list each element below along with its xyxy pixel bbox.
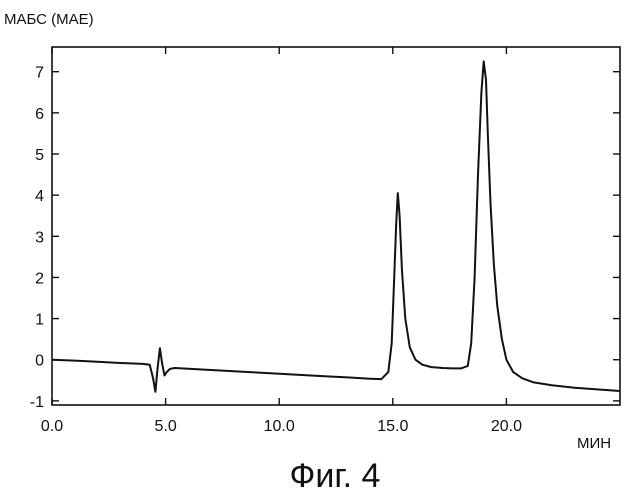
x-tick-label: 5.0: [154, 418, 176, 435]
y-axis-title: МАБС (МАЕ): [4, 11, 94, 28]
y-tick-label: 6: [35, 106, 44, 123]
y-tick-label: 7: [35, 65, 44, 82]
x-tick-label: 20.0: [491, 418, 522, 435]
y-axis: -1 0 1 2 3 4 5 6 7: [30, 65, 620, 411]
figure-caption: Фиг. 4: [290, 457, 381, 495]
y-tick-label: 1: [35, 312, 44, 329]
y-tick-label: 3: [35, 229, 44, 246]
y-tick-label: 5: [35, 147, 44, 164]
plot-area-frame: [52, 47, 620, 405]
chromatogram-trace: [52, 61, 620, 391]
x-tick-label: 0.0: [41, 418, 63, 435]
y-tick-label: 2: [35, 270, 44, 287]
y-tick-label: -1: [30, 394, 44, 411]
x-axis: 0.0 5.0 10.0 15.0 20.0: [41, 47, 522, 435]
x-tick-label: 10.0: [264, 418, 295, 435]
y-tick-label: 4: [35, 188, 44, 205]
y-tick-label: 0: [35, 353, 44, 370]
x-axis-title: МИН: [577, 435, 611, 452]
x-tick-label: 15.0: [377, 418, 408, 435]
